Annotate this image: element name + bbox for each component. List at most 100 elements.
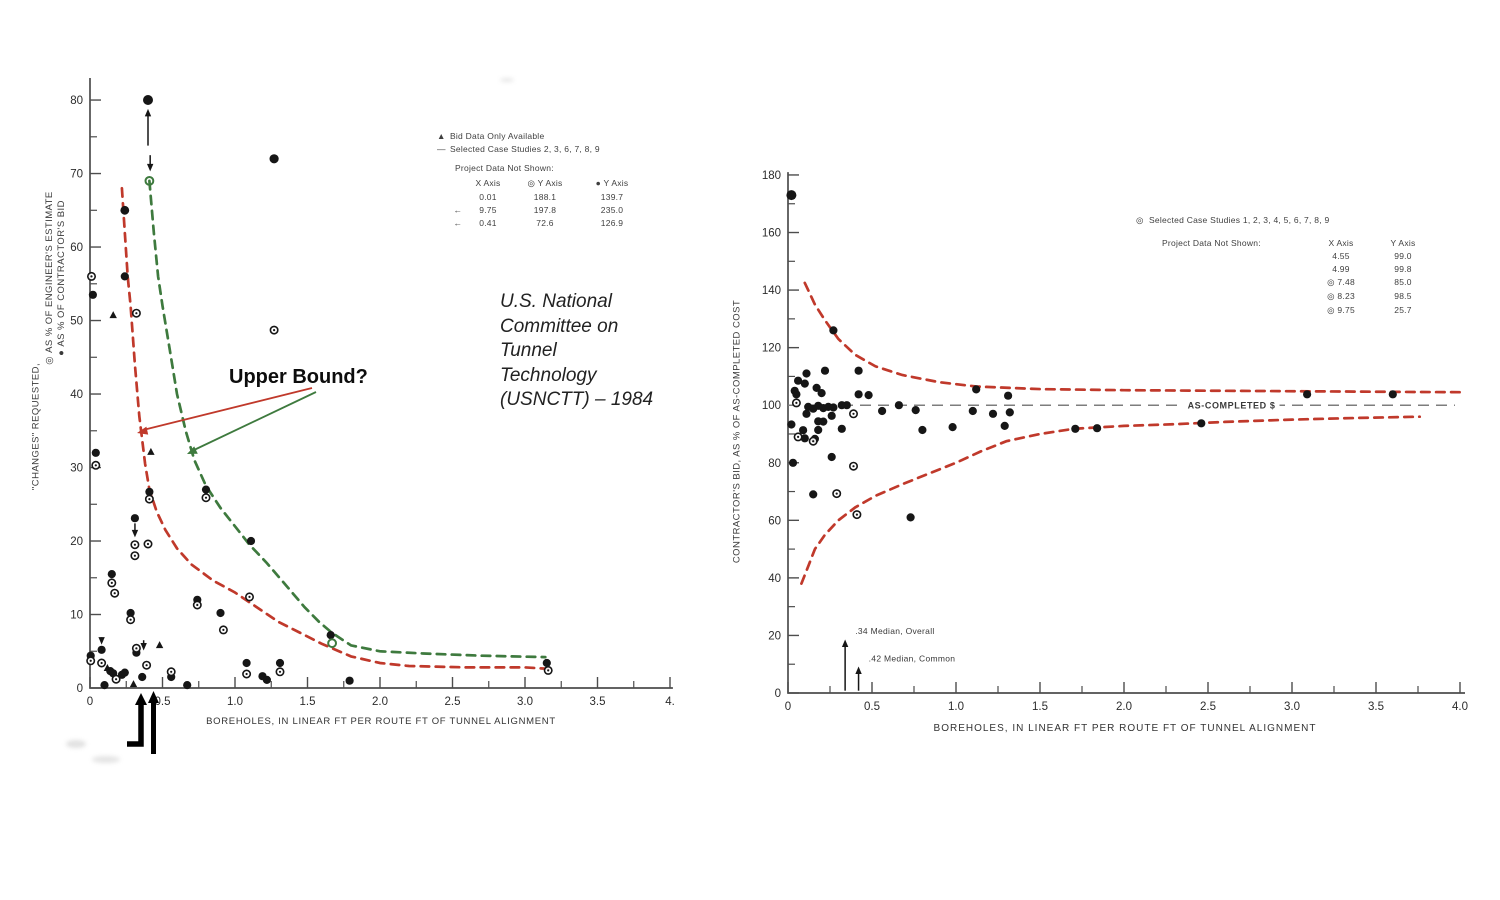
open-circle-icon: ◎ xyxy=(1327,291,1335,301)
svg-text:2.0: 2.0 xyxy=(372,696,388,708)
left-arrow-icon: ← xyxy=(453,218,463,228)
cell-y1: 197.8 xyxy=(533,205,557,215)
svg-text:100: 100 xyxy=(762,400,781,412)
svg-text:1.0: 1.0 xyxy=(227,696,243,708)
svg-text:1.0: 1.0 xyxy=(948,701,964,713)
legend-item-bid-data: ▲ Bid Data Only Available xyxy=(437,131,545,141)
svg-text:160: 160 xyxy=(762,228,781,240)
upper-bound-red xyxy=(120,186,551,671)
black-bent-arrow xyxy=(127,693,147,747)
svg-text:1.5: 1.5 xyxy=(1032,701,1048,713)
svg-text:80: 80 xyxy=(768,458,781,470)
cell-x: ◎ 7.48 xyxy=(1327,277,1355,287)
open-circle-icon: ◎ xyxy=(1327,277,1335,287)
col-header-y-axis-open: ◎ Y Axis xyxy=(527,178,563,188)
right-chart: 0 0.5 1.0 1.5 2.0 2.5 3.0 3.5 4.0 0 20 40 60 80 100 120… xyxy=(762,170,1468,713)
legend-table: X Axis ◎ Y Axis ● Y Axis 0.01 188.1 139.… xyxy=(451,178,657,228)
cell-x: ◎ 8.23 xyxy=(1327,291,1355,301)
right-chart-legend: ◎ Selected Case Studies 1, 2, 3, 4, 5, 6,… xyxy=(1136,215,1426,316)
left-chart: 0 0.5 1.0 1.5 2.0 2.5 3.0 3.5 4. 0 10 20 30 40 50 60 70 8… xyxy=(70,78,675,708)
svg-text:.42 Median, Common: .42 Median, Common xyxy=(869,653,956,663)
svg-text:4.0: 4.0 xyxy=(1452,701,1468,713)
svg-text:3.0: 3.0 xyxy=(1284,701,1300,713)
col-header-y-axis-filled: ● Y Axis xyxy=(595,178,629,188)
svg-text:3.5: 3.5 xyxy=(1368,701,1384,713)
legend-item-case-studies: — Selected Case Studies 2, 3, 6, 7, 8, 9 xyxy=(437,144,600,154)
filled-circle-icon: ● xyxy=(595,178,601,188)
cell-x: 0.41 xyxy=(479,218,497,228)
cell-y1: 188.1 xyxy=(533,192,557,202)
scan-smudge xyxy=(66,740,86,748)
legend-table: Project Data Not Shown: X Axis Y Axis 4.… xyxy=(1150,238,1426,316)
svg-text:.34 Median, Overall: .34 Median, Overall xyxy=(855,626,934,636)
col-header-y-axis: Y Axis xyxy=(1390,238,1416,248)
cell-x: 0.01 xyxy=(479,192,497,202)
right-x-axis-title: BOREHOLES, IN LINEAR FT PER ROUTE FT OF … xyxy=(933,723,1317,734)
svg-text:120: 120 xyxy=(762,343,781,355)
usnctt-source-note: U.S. National Committee on Tunnel Techno… xyxy=(500,291,654,410)
svg-text:3.5: 3.5 xyxy=(590,696,606,708)
cell-y: 98.5 xyxy=(1394,291,1412,301)
cell-x: 9.75 xyxy=(479,205,497,215)
svg-text:2.5: 2.5 xyxy=(445,696,461,708)
svg-text:30: 30 xyxy=(70,463,83,475)
cell-y: 99.0 xyxy=(1394,251,1412,261)
svg-text:0.5: 0.5 xyxy=(155,696,171,708)
cell-y2: 235.0 xyxy=(600,205,624,215)
lower-red-bound xyxy=(800,415,1422,585)
svg-text:0.5: 0.5 xyxy=(864,701,880,713)
col-header-x-axis: X Axis xyxy=(475,178,501,188)
legend-item-case-studies: ◎ Selected Case Studies 1, 2, 3, 4, 5, 6,… xyxy=(1136,215,1330,225)
scan-smudge xyxy=(500,78,514,82)
legend-subtitle: Project Data Not Shown: xyxy=(1162,238,1261,248)
svg-text:20: 20 xyxy=(768,630,781,642)
upper-bound-green xyxy=(148,179,547,659)
green-pointer-arrow xyxy=(187,391,317,454)
svg-text:2.5: 2.5 xyxy=(1200,701,1216,713)
svg-text:0: 0 xyxy=(785,701,791,713)
upper-red-bound xyxy=(803,281,1462,394)
red-pointer-arrow xyxy=(137,387,313,435)
cell-y: 85.0 xyxy=(1394,277,1412,287)
left-arrow-icon: ← xyxy=(453,205,463,215)
svg-text:3.0: 3.0 xyxy=(517,696,533,708)
cell-y2: 126.9 xyxy=(600,218,624,228)
cell-y2: 139.7 xyxy=(600,192,624,202)
svg-text:60: 60 xyxy=(70,242,83,254)
black-straight-arrow xyxy=(148,691,159,754)
cell-y1: 72.6 xyxy=(536,218,554,228)
cell-x: 4.99 xyxy=(1332,264,1350,274)
svg-text:140: 140 xyxy=(762,285,781,297)
svg-text:2.0: 2.0 xyxy=(1116,701,1132,713)
svg-text:60: 60 xyxy=(768,515,781,527)
svg-text:40: 40 xyxy=(768,573,781,585)
open-circle-icon: ◎ xyxy=(1136,215,1144,225)
svg-text:50: 50 xyxy=(70,316,83,328)
svg-text:40: 40 xyxy=(70,389,83,401)
svg-text:1.5: 1.5 xyxy=(300,696,316,708)
svg-text:0: 0 xyxy=(77,683,83,695)
legend-subtitle: Project Data Not Shown: xyxy=(455,163,554,173)
svg-text:180: 180 xyxy=(762,170,781,182)
svg-text:4.: 4. xyxy=(665,696,675,708)
open-circle-icon: ◎ xyxy=(527,178,536,188)
svg-text:70: 70 xyxy=(70,169,83,181)
cell-x: ◎ 9.75 xyxy=(1327,305,1355,315)
left-chart-legend: ▲ Bid Data Only Available — Selected Case … xyxy=(437,131,657,228)
svg-text:0: 0 xyxy=(775,688,781,700)
upper-bound-annotation: Upper Bound? xyxy=(229,366,368,388)
svg-text:AS-COMPLETED $: AS-COMPLETED $ xyxy=(1188,401,1276,411)
svg-text:80: 80 xyxy=(70,95,83,107)
svg-text:0: 0 xyxy=(87,696,93,708)
cell-x: 4.55 xyxy=(1332,251,1350,261)
cell-y: 99.8 xyxy=(1394,264,1412,274)
scan-smudge xyxy=(92,756,120,763)
dash-icon: — xyxy=(437,144,446,154)
open-circle-icon: ◎ xyxy=(1327,305,1335,315)
col-header-x-axis: X Axis xyxy=(1328,238,1354,248)
svg-text:20: 20 xyxy=(70,536,83,548)
svg-text:10: 10 xyxy=(70,610,83,622)
